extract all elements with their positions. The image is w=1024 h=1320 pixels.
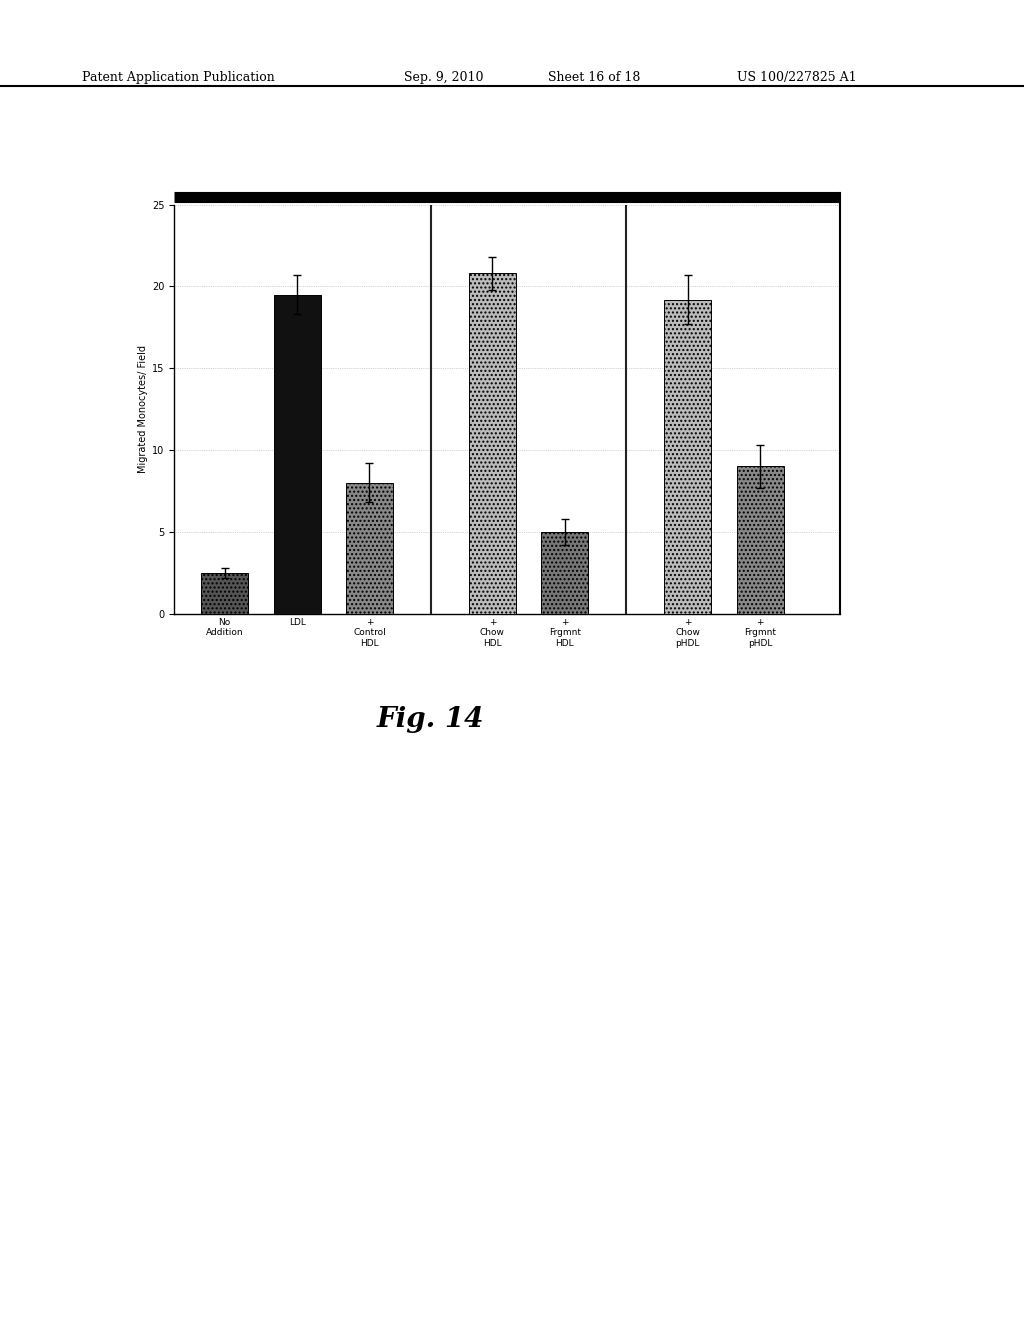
Bar — [665, 300, 712, 614]
Text: Sep. 9, 2010: Sep. 9, 2010 — [404, 71, 484, 84]
Text: Sheet 16 of 18: Sheet 16 of 18 — [548, 71, 640, 84]
Bar — [736, 466, 783, 614]
Bar — [273, 294, 321, 614]
Y-axis label: Migrated Monocytes/ Field: Migrated Monocytes/ Field — [137, 346, 147, 473]
Bar — [346, 483, 393, 614]
Text: Fig. 14: Fig. 14 — [377, 706, 483, 733]
Text: US 100/227825 A1: US 100/227825 A1 — [737, 71, 857, 84]
Bar — [201, 573, 248, 614]
Bar — [542, 532, 588, 614]
Text: Patent Application Publication: Patent Application Publication — [82, 71, 274, 84]
Bar — [469, 273, 516, 614]
